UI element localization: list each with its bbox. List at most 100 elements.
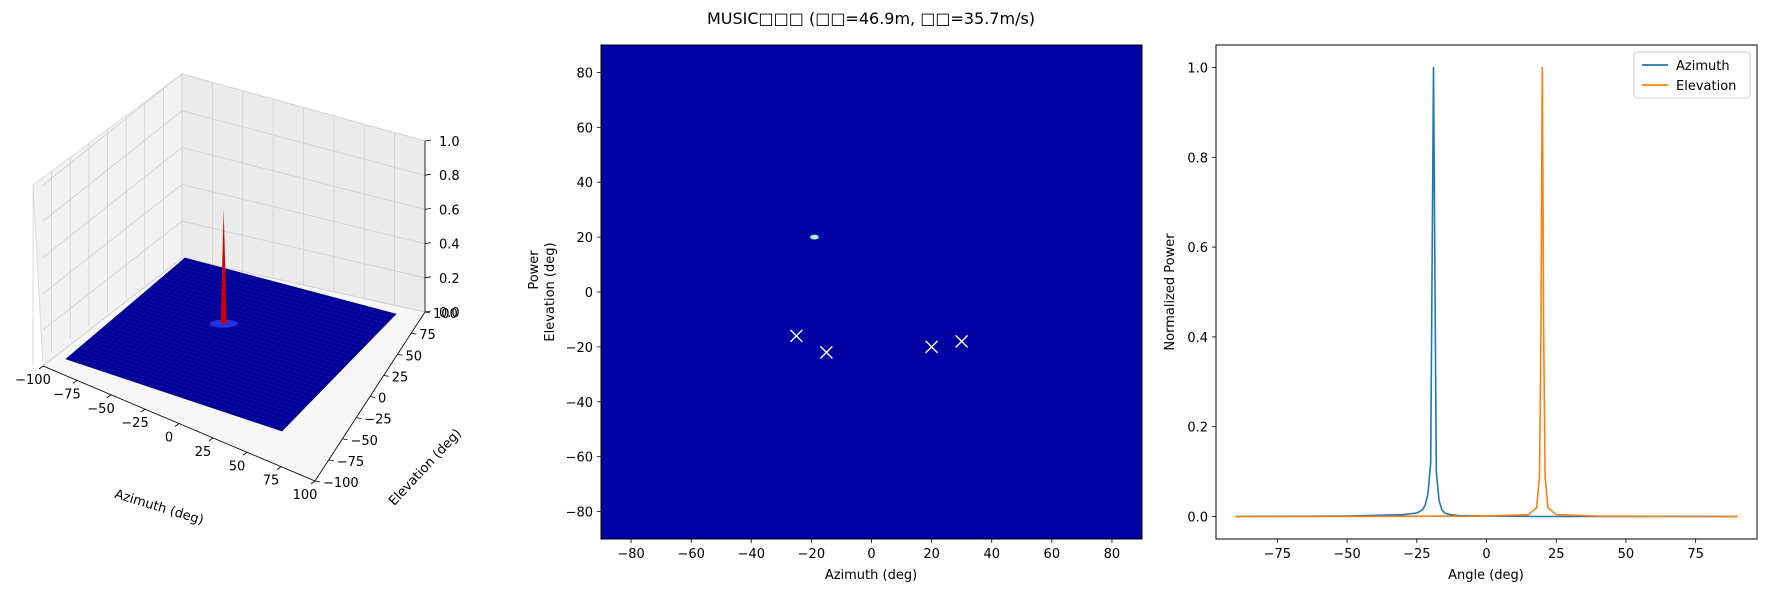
y-tick-label: −60: [566, 451, 593, 466]
x-marker-stroke: [925, 340, 939, 354]
line-legend: Azimuth Elevation: [1633, 51, 1751, 99]
heatmap-y-label: Elevation (deg): [543, 242, 558, 341]
y-tick-label: 0: [585, 286, 593, 301]
x-tick-label: 0: [1482, 547, 1490, 562]
x-tick-label: −25: [1403, 547, 1430, 562]
z-tick-label: 0.6: [439, 203, 460, 218]
y-tick-label: −40: [566, 396, 593, 411]
x-tick-label: −40: [738, 547, 765, 562]
z-tick: [424, 242, 432, 244]
z-tick-label: 0.0: [439, 306, 460, 321]
x-tick-label: 75: [1687, 547, 1704, 562]
x-marker: [789, 329, 803, 343]
figure-title: MUSIC□□□ (□□=46.9m, □□=35.7m/s): [707, 9, 1035, 28]
z-tick-label: 1.0: [439, 135, 460, 150]
x-tick: [72, 380, 78, 384]
y-tick-label: 20: [576, 231, 593, 246]
heatmap-background: [601, 45, 1142, 539]
y-tick: [328, 459, 334, 462]
y-tick-label: −50: [351, 434, 378, 449]
peak-spike: [220, 209, 227, 324]
mesh-line: [257, 307, 373, 424]
legend-box: [1633, 51, 1751, 99]
x-tick-label: −80: [617, 547, 644, 562]
x-tick: [140, 408, 146, 413]
x-tick-label: 75: [263, 474, 280, 489]
x-marker: [955, 334, 969, 348]
x-tick-label: 60: [1044, 547, 1061, 562]
line-series: [1235, 66, 1738, 518]
y-tick-label: 50: [406, 349, 423, 364]
horizontal-grid-line: [42, 220, 183, 331]
heatmap-peak: [809, 234, 819, 240]
horizontal-grid-line: [181, 220, 426, 279]
x-marker-stroke: [819, 345, 833, 359]
y-tick-label: 0.2: [1187, 421, 1208, 436]
horizontal-grid-line: [181, 110, 426, 176]
mesh-line: [263, 309, 379, 426]
x-tick-label: 25: [1548, 547, 1565, 562]
x-tick: [276, 466, 282, 470]
surface-3d-grid: [32, 73, 426, 367]
mesh-line: [181, 260, 393, 318]
x-tick-label: 80: [1104, 547, 1121, 562]
line-x-label: Angle (deg): [1448, 568, 1524, 583]
y-tick: [342, 438, 348, 441]
y-tick-label: 25: [392, 370, 409, 385]
x-tick: [310, 480, 316, 485]
z-tick: [424, 276, 432, 279]
x-tick: [38, 365, 44, 370]
x-tick-label: 25: [195, 445, 212, 460]
y-tick-label: 60: [576, 121, 593, 136]
x-tick: [208, 437, 214, 442]
x-marker: [819, 345, 833, 359]
surface-3d-mesh: [65, 257, 397, 432]
z-tick: [424, 208, 432, 210]
y-tick-label: −25: [364, 413, 391, 428]
heatmap-y-ticks: −80 −60 −40 −20 0 20 40 60 80: [566, 66, 601, 521]
horizontal-grid-line: [181, 184, 426, 244]
line-x-ticks: −75 −50 −25 0 25 50 75: [1264, 539, 1704, 562]
x-marker-stroke: [789, 329, 803, 343]
z-tick-label: 0.8: [439, 169, 460, 184]
y-tick-label: 0.4: [1187, 331, 1208, 346]
x-tick-label: 50: [229, 459, 246, 474]
y-tick-label: 80: [576, 66, 593, 81]
series-line-azimuth: [1235, 66, 1738, 518]
z-tick-label: 0.2: [439, 272, 460, 287]
y-tick: [383, 374, 389, 377]
surface-3d-peak: [209, 209, 238, 328]
x-tick-label: −100: [15, 373, 51, 388]
surface-3d-x-label: Azimuth (deg): [113, 487, 206, 528]
x-marker-stroke: [955, 334, 969, 348]
horizontal-grid-line: [42, 147, 183, 258]
mesh-line: [175, 266, 387, 324]
y-tick-label: −80: [566, 506, 593, 521]
x-tick-label: −50: [87, 402, 114, 417]
surface-3d-z-label: Power: [527, 250, 542, 290]
y-tick: [356, 417, 362, 420]
mesh-line: [165, 274, 378, 334]
heatmap-plot: −80 −60 −40 −20 0 20 40 60 80 −80 −60 −40 −20 0 20 40 6…: [543, 44, 1143, 583]
z-tick: [424, 310, 432, 313]
line-plot: −75 −50 −25 0 25 50 75 0.0 0.2 0.4 0.6 0.8 1.0 Angl…: [1163, 44, 1758, 583]
x-tick: [242, 451, 248, 456]
surface-3d-y-label: Elevation (deg): [386, 426, 465, 509]
line-y-label: Normalized Power: [1163, 233, 1178, 351]
y-tick-label: 100: [433, 307, 458, 322]
surface-3d-y-ticks: −100 −75 −50 −25 0 25 50 75 100: [314, 307, 458, 491]
y-tick-label: 0.6: [1187, 241, 1208, 256]
mesh-line: [269, 310, 385, 428]
horizontal-grid-line: [42, 73, 183, 186]
mesh-line: [275, 312, 391, 430]
mesh-line: [171, 269, 384, 328]
mesh-line: [251, 306, 367, 422]
x-tick-label: 50: [1618, 547, 1635, 562]
y-tick: [411, 332, 417, 335]
horizontal-grid-line: [181, 147, 426, 210]
line-frame: [1215, 44, 1758, 540]
x-tick-label: −25: [121, 416, 148, 431]
horizontal-grid-line: [42, 257, 183, 367]
